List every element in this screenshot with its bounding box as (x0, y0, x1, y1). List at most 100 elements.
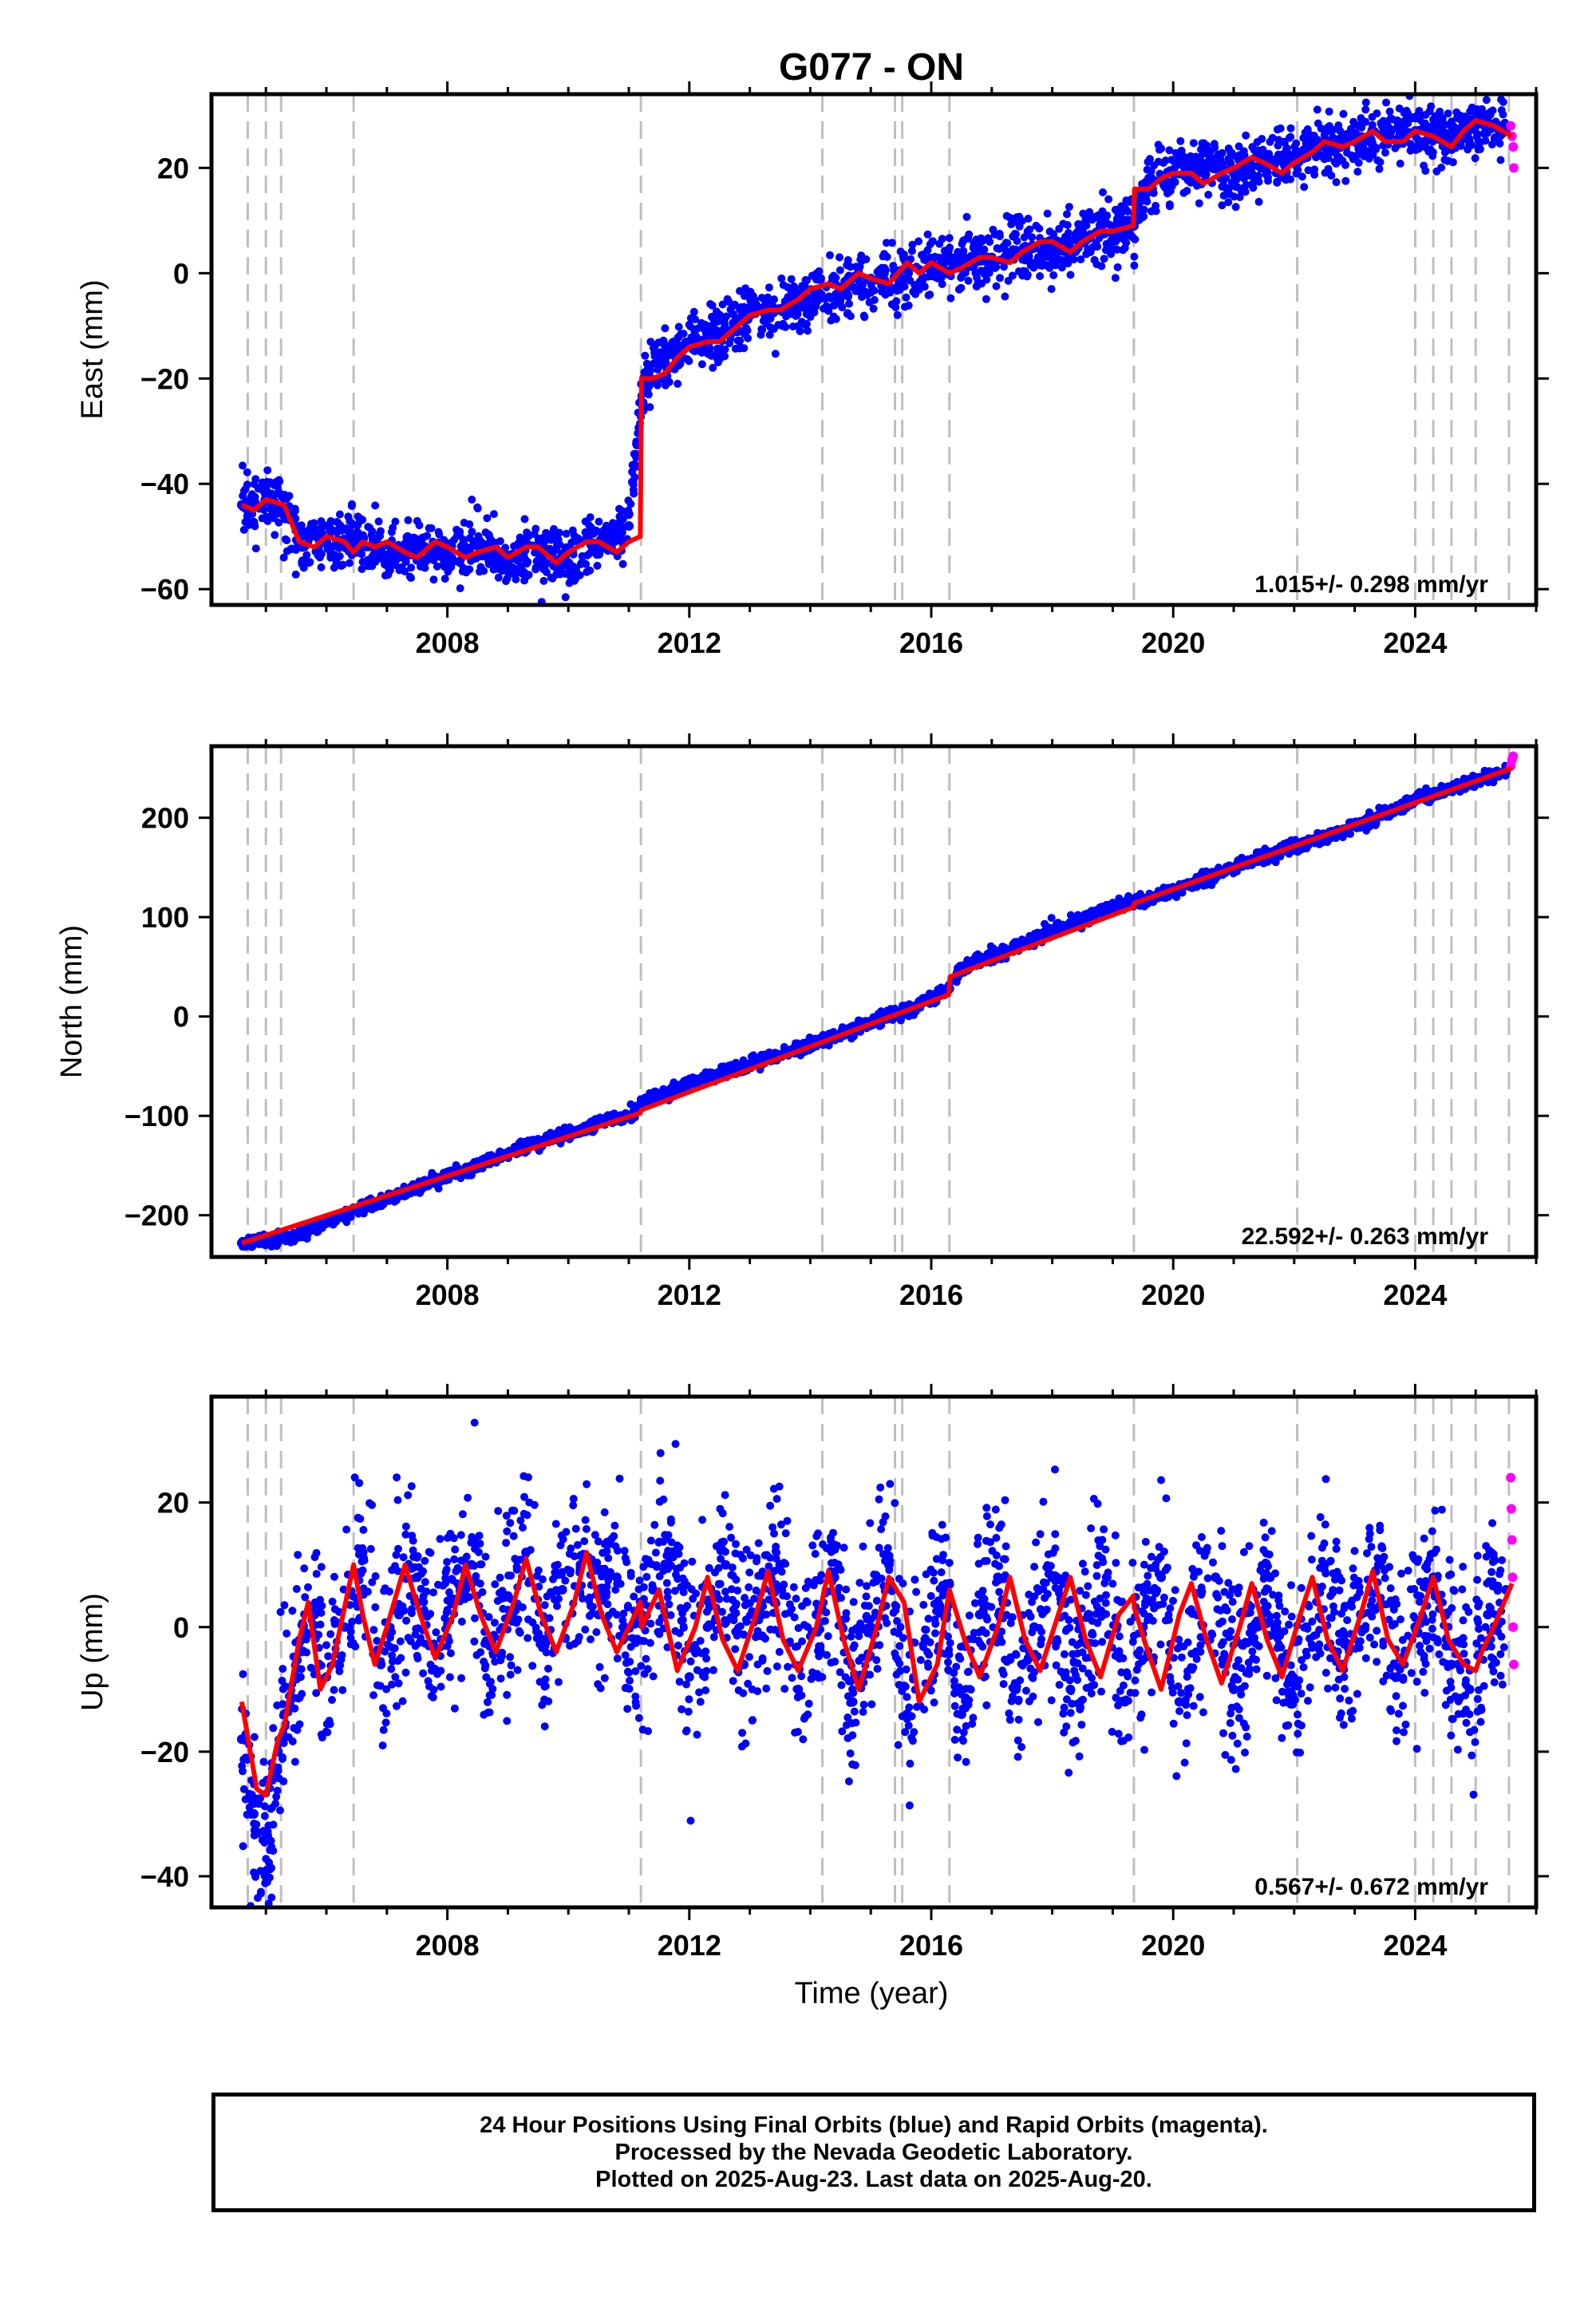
final-orbit-point (275, 477, 284, 486)
final-orbit-point (740, 291, 749, 300)
final-orbit-point (1404, 119, 1412, 128)
final-orbit-point (585, 550, 594, 558)
final-orbit-point (1254, 197, 1263, 206)
final-orbit-point (1314, 136, 1322, 144)
y-tick-label: 20 (157, 152, 189, 184)
final-orbit-point (565, 567, 574, 576)
final-orbit-point (721, 352, 729, 361)
final-orbit-point (1218, 201, 1227, 210)
final-orbit-point (1242, 168, 1250, 176)
final-orbit-point (1495, 139, 1504, 148)
x-tick-label: 2012 (658, 626, 721, 659)
final-orbit-point (1198, 139, 1207, 148)
final-orbit-point (1114, 234, 1123, 243)
final-orbit-point (484, 530, 492, 539)
final-orbit-point (796, 327, 804, 335)
final-orbit-point (1032, 221, 1041, 230)
final-orbit-point (460, 539, 468, 547)
final-orbit-point (531, 565, 540, 574)
final-orbit-point (836, 253, 843, 262)
final-orbit-point (1421, 111, 1430, 119)
final-orbit-point (625, 510, 634, 518)
final-orbit-point (1104, 195, 1113, 204)
final-orbit-point (986, 238, 994, 246)
final-orbit-point (1259, 149, 1268, 158)
final-orbit-point (263, 517, 272, 525)
final-orbit-point (1111, 205, 1120, 214)
final-orbit-point (239, 525, 248, 534)
final-orbit-point (771, 350, 780, 358)
final-orbit-point (1211, 165, 1219, 174)
final-orbit-point (1433, 115, 1442, 124)
final-orbit-point (271, 531, 279, 539)
final-orbit-point (442, 552, 452, 563)
final-orbit-point (1063, 210, 1071, 219)
final-orbit-point (407, 563, 416, 572)
final-orbit-point (743, 326, 752, 335)
final-orbit-point (444, 567, 452, 576)
final-orbit-point (904, 301, 913, 310)
final-orbit-point (855, 265, 863, 274)
final-orbit-point (1292, 146, 1301, 155)
final-orbit-point (1253, 138, 1262, 146)
final-orbit-point (1476, 138, 1484, 147)
final-orbit-point (261, 489, 271, 500)
final-orbit-point (674, 322, 683, 331)
final-orbit-point (1140, 205, 1148, 214)
final-orbit-point (923, 230, 932, 239)
final-orbit-point (618, 535, 626, 543)
final-orbit-point (440, 575, 449, 583)
final-orbit-point (1464, 134, 1473, 142)
final-orbit-point (1278, 152, 1287, 160)
final-orbit-point (351, 532, 361, 542)
final-orbit-point (891, 303, 900, 311)
final-orbit-point (1055, 224, 1064, 233)
final-orbit-point (384, 571, 393, 579)
final-orbit-point (1377, 119, 1385, 128)
final-orbit-point (1231, 183, 1240, 192)
final-orbit-point (649, 343, 658, 352)
final-orbit-point (1077, 255, 1085, 263)
final-orbit-point (306, 524, 314, 533)
final-orbit-point (801, 304, 810, 313)
final-orbit-point (387, 528, 396, 536)
final-orbit-point (934, 253, 943, 262)
final-orbit-point (472, 536, 483, 547)
final-orbit-point (286, 545, 295, 554)
final-orbit-point (1144, 157, 1152, 166)
final-orbit-point (456, 532, 464, 540)
final-orbit-point (1147, 207, 1156, 215)
final-orbit-point (769, 325, 778, 334)
final-orbit-point (1138, 180, 1146, 188)
final-orbit-point (674, 379, 682, 388)
y-tick-label: −40 (140, 468, 189, 500)
final-orbit-point (977, 267, 986, 275)
final-orbit-point (1325, 107, 1333, 116)
final-orbit-point (1465, 140, 1474, 149)
final-orbit-point (251, 522, 259, 531)
final-orbit-point (661, 324, 670, 333)
final-orbit-point (586, 513, 595, 522)
final-orbit-point (646, 403, 654, 412)
final-orbit-point (551, 532, 559, 541)
final-orbit-point (779, 281, 788, 290)
final-orbit-point (1499, 97, 1507, 106)
final-orbit-point (836, 296, 845, 304)
final-orbit-point (610, 525, 619, 534)
final-orbit-point (1027, 258, 1036, 267)
final-orbit-point (666, 342, 674, 351)
final-orbit-point (870, 295, 879, 304)
final-orbit-point (740, 344, 749, 353)
final-orbit-point (239, 461, 247, 470)
final-orbit-point (867, 288, 875, 297)
final-orbit-point (1286, 124, 1295, 132)
final-orbit-point (565, 579, 574, 587)
final-orbit-point (1272, 157, 1281, 166)
final-orbit-point (1361, 117, 1370, 126)
final-orbit-point (902, 293, 911, 302)
final-orbit-point (713, 350, 721, 359)
final-orbit-point (548, 574, 557, 583)
plot-area (236, 94, 1519, 605)
final-orbit-point (800, 281, 809, 290)
